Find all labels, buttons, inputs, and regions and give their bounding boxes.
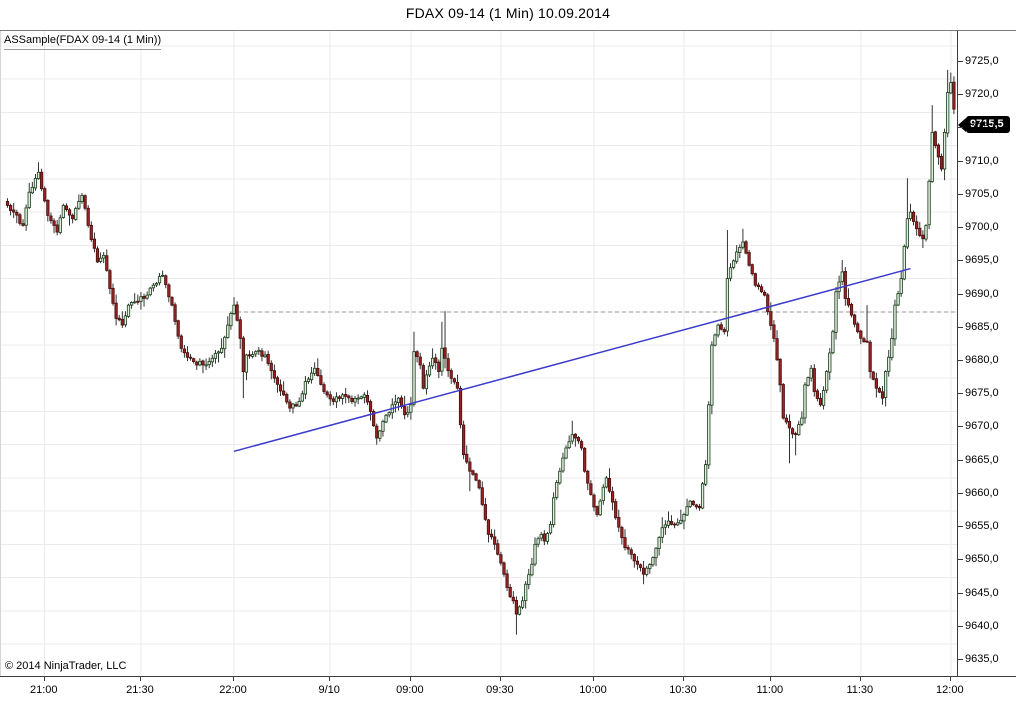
time-axis-tick xyxy=(949,677,951,681)
time-axis-label: 12:00 xyxy=(936,684,964,696)
badge-arrow-icon xyxy=(958,117,966,132)
price-axis-tick xyxy=(958,658,963,660)
time-axis[interactable]: 21:00 21:30 22:00 9/10 09:00 09:30 10:00 10:30 1… xyxy=(0,676,1016,720)
price-axis-tick xyxy=(958,293,963,295)
time-axis-label: 9/10 xyxy=(318,684,340,696)
price-axis-tick xyxy=(958,94,963,96)
time-axis-tick xyxy=(139,677,141,681)
time-axis-label: 09:00 xyxy=(396,684,424,696)
price-axis-tick xyxy=(958,526,963,528)
price-axis-label: 9705,0 xyxy=(965,187,999,200)
price-axis-tick xyxy=(958,227,963,229)
price-axis-tick xyxy=(958,592,963,594)
time-axis-tick xyxy=(592,677,594,681)
price-axis-label: 9640,0 xyxy=(965,619,999,632)
price-axis-label: 9655,0 xyxy=(965,520,999,533)
chart-title: FDAX 09-14 (1 Min) 10.09.2014 xyxy=(405,5,611,21)
time-axis-label: 09:30 xyxy=(486,684,514,696)
time-axis-label: 10:30 xyxy=(669,684,697,696)
time-axis-tick xyxy=(233,677,235,681)
time-axis-tick xyxy=(859,677,861,681)
time-axis-label: 10:00 xyxy=(579,684,607,696)
price-axis-tick xyxy=(958,61,963,62)
price-axis-label: 9680,0 xyxy=(965,353,999,366)
price-axis-label: 9690,0 xyxy=(965,287,999,300)
time-axis-label: 21:00 xyxy=(29,684,58,696)
price-axis-tick xyxy=(958,426,963,428)
price-axis-tick xyxy=(958,359,963,361)
time-axis-label: 11:00 xyxy=(756,684,784,696)
price-axis-tick xyxy=(958,459,963,461)
time-axis-tick xyxy=(329,677,331,681)
price-axis-label: 9695,0 xyxy=(965,254,999,267)
price-axis-tick xyxy=(958,326,963,328)
price-axis-label: 9675,0 xyxy=(965,387,999,400)
copyright-label: © 2014 NinjaTrader, LLC xyxy=(5,660,127,672)
price-axis-label: 9700,0 xyxy=(965,221,999,234)
indicator-panel-label: ASSample(FDAX 09-14 (1 Min)) xyxy=(4,34,162,50)
title-bar: FDAX 09-14 (1 Min) 10.09.2014 xyxy=(0,0,1016,31)
price-axis-label: 9725,0 xyxy=(965,55,999,67)
time-axis-label: 11:30 xyxy=(846,684,874,696)
price-axis-label: 9645,0 xyxy=(965,586,999,599)
candlestick-series[interactable] xyxy=(5,69,956,635)
last-price-value: 9715,5 xyxy=(966,116,1010,134)
price-axis-label: 9670,0 xyxy=(965,420,999,433)
price-axis-tick xyxy=(958,393,963,395)
price-axis-tick xyxy=(958,160,963,162)
price-axis-tick xyxy=(958,625,963,627)
price-axis-label: 9635,0 xyxy=(965,652,999,665)
price-axis-tick xyxy=(958,193,963,195)
price-axis-label: 9720,0 xyxy=(965,88,999,101)
trendline[interactable] xyxy=(233,267,911,453)
price-axis-label: 9660,0 xyxy=(965,486,999,499)
price-axis-tick xyxy=(958,260,963,262)
price-axis-tick xyxy=(958,559,963,561)
price-chart-plot[interactable]: ASSample(FDAX 09-14 (1 Min)) © 2014 Ninj… xyxy=(0,31,958,676)
time-axis-label: 21:30 xyxy=(126,684,154,696)
time-axis-tick xyxy=(769,677,771,681)
time-axis-tick xyxy=(43,677,45,681)
price-axis-label: 9685,0 xyxy=(965,320,999,333)
price-axis-label: 9665,0 xyxy=(965,453,999,466)
price-axis-label: 9710,0 xyxy=(965,154,999,167)
price-axis[interactable]: 9715,5 9725,0 9720,0 9715,0 9710,0 9705,0 970… xyxy=(957,31,1016,676)
price-axis-tick xyxy=(958,127,963,129)
time-axis-tick xyxy=(682,677,684,681)
candlestick-chart-svg[interactable] xyxy=(1,31,958,676)
time-axis-tick xyxy=(499,677,501,681)
time-axis-tick xyxy=(409,677,411,681)
time-axis-label: 22:00 xyxy=(219,684,247,696)
last-price-badge: 9715,5 xyxy=(958,116,1010,134)
price-axis-label: 9650,0 xyxy=(965,553,999,566)
price-axis-label: 9715,0 xyxy=(965,121,999,134)
price-axis-tick xyxy=(958,492,963,494)
